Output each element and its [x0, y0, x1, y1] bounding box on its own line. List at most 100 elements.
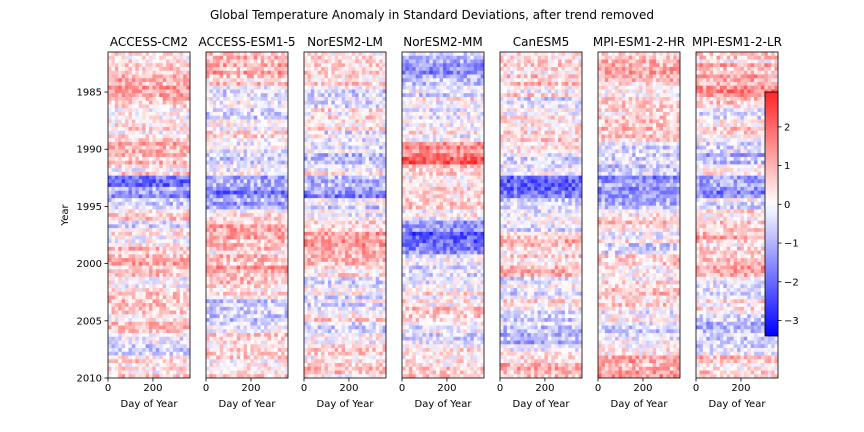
heatmap-cell [152, 85, 157, 90]
heatmap-cell [111, 351, 116, 356]
heatmap-cell [152, 284, 157, 289]
heatmap-cell [145, 351, 150, 356]
heatmap-cell [128, 119, 133, 124]
heatmap-cell [162, 194, 167, 199]
heatmap-cell [345, 119, 349, 124]
heatmap-cell [274, 55, 279, 60]
heatmap-cell [257, 276, 262, 281]
heatmap-cell [307, 108, 312, 113]
heatmap-cell [223, 104, 227, 109]
heatmap-cell [206, 130, 210, 135]
heatmap-cell [162, 134, 167, 139]
heatmap-cell [209, 108, 214, 113]
heatmap-cell [257, 235, 262, 240]
heatmap-cell [206, 325, 210, 330]
heatmap-cell [250, 123, 255, 128]
heatmap-cell [307, 100, 312, 105]
heatmap-cell [260, 93, 265, 98]
heatmap-cell [310, 104, 315, 109]
heatmap-cell [270, 363, 275, 368]
heatmap-cell [257, 333, 262, 338]
heatmap-cell [226, 299, 231, 304]
heatmap-cell [253, 70, 258, 75]
heatmap-cell [281, 265, 285, 270]
heatmap-cell [114, 201, 119, 207]
heatmap-cell [172, 340, 177, 345]
heatmap-cell [166, 246, 170, 251]
heatmap-cell [338, 156, 342, 162]
heatmap-cell [223, 250, 227, 255]
heatmap-cell [236, 104, 241, 109]
heatmap-cell [111, 295, 116, 300]
heatmap-cell [135, 336, 140, 341]
heatmap-cell [314, 100, 319, 105]
heatmap-cell [284, 156, 288, 162]
heatmap-cell [111, 130, 116, 135]
heatmap-cell [368, 149, 373, 154]
heatmap-cell [351, 66, 356, 72]
heatmap-cell [212, 126, 217, 132]
heatmap-cell [236, 235, 241, 240]
heatmap-cell [236, 231, 241, 237]
heatmap-cell [240, 81, 244, 87]
heatmap-cell [149, 134, 153, 139]
heatmap-cell [355, 96, 360, 102]
heatmap-cell [375, 141, 380, 147]
heatmap-cell [152, 55, 157, 60]
heatmap-cell [382, 70, 386, 75]
heatmap-cell [314, 59, 319, 64]
heatmap-cell [219, 250, 224, 255]
heatmap-cell [131, 269, 136, 274]
heatmap-cell [267, 254, 272, 259]
heatmap-cell [317, 160, 322, 165]
heatmap-cell [327, 78, 332, 83]
heatmap-cell [121, 351, 126, 356]
heatmap-cell [212, 59, 217, 64]
heatmap-cell [179, 78, 184, 83]
heatmap-cell [149, 348, 153, 353]
heatmap-cell [233, 363, 238, 368]
heatmap-cell [155, 246, 160, 251]
heatmap-cell [114, 108, 119, 113]
heatmap-cell [243, 141, 248, 147]
heatmap-cell [212, 280, 217, 285]
heatmap-cell [186, 340, 190, 345]
heatmap-cell [253, 93, 258, 98]
heatmap-cell [341, 123, 346, 128]
heatmap-cell [176, 370, 181, 375]
heatmap-cell [108, 261, 112, 266]
heatmap-cell [159, 314, 164, 319]
heatmap-cell [176, 314, 181, 319]
heatmap-cell [250, 344, 255, 349]
heatmap-cell [229, 126, 234, 132]
heatmap-cell [131, 74, 136, 79]
heatmap-cell [172, 209, 177, 214]
heatmap-cell [212, 96, 217, 102]
heatmap-cell [169, 340, 174, 345]
heatmap-cell [236, 130, 241, 135]
heatmap-cell [382, 104, 386, 109]
heatmap-cell [212, 183, 217, 188]
heatmap-cell [159, 66, 164, 72]
heatmap-cell [108, 228, 112, 233]
heatmap-cell [270, 190, 275, 195]
heatmap-cell [169, 66, 174, 72]
heatmap-cell [166, 93, 170, 98]
heatmap-cell [247, 235, 251, 240]
heatmap-cell [257, 149, 262, 154]
heatmap-cell [233, 63, 238, 68]
heatmap-cell [281, 59, 285, 64]
heatmap-cell [324, 171, 329, 177]
heatmap-cell [274, 96, 279, 102]
heatmap-cell [260, 224, 265, 229]
heatmap-cell [341, 93, 346, 98]
heatmap-cell [375, 85, 380, 90]
heatmap-cell [270, 314, 275, 319]
heatmap-cell [277, 303, 282, 308]
heatmap-cell [274, 276, 279, 281]
heatmap-cell [186, 363, 190, 368]
heatmap-cell [226, 190, 231, 195]
heatmap-cell [219, 179, 224, 184]
heatmap-cell [229, 130, 234, 135]
heatmap-cell [264, 179, 268, 184]
